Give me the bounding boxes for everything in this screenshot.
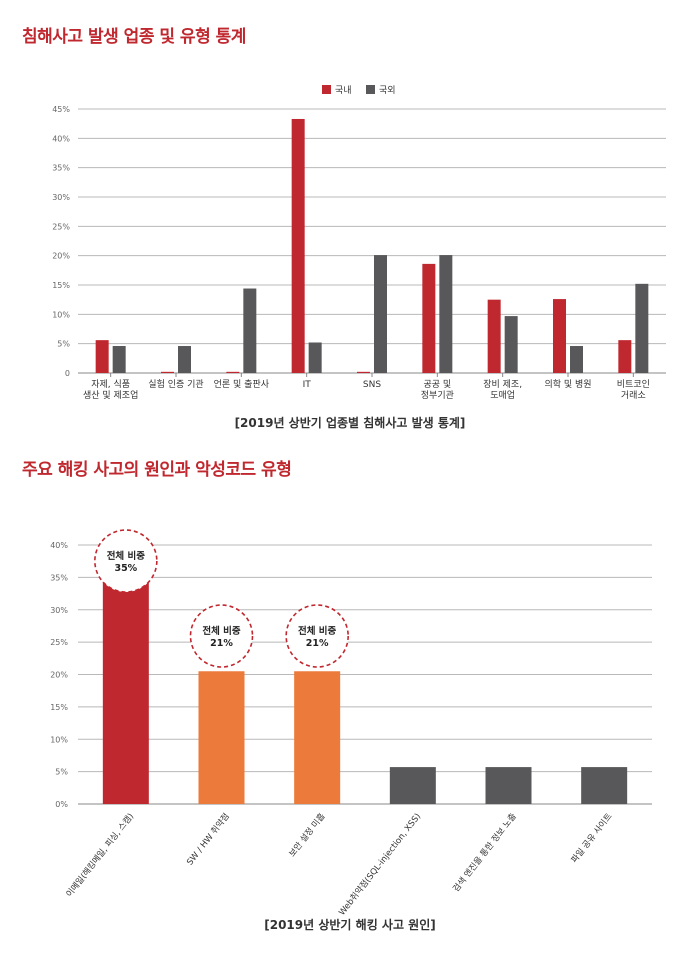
legend-label-domestic: 국내: [335, 85, 352, 96]
x-tick-label: 생산 및 제조업: [83, 389, 138, 401]
bar-domestic: [95, 340, 109, 373]
y-tick-label: 25%: [52, 222, 70, 231]
bar: [485, 767, 532, 804]
bar-domestic: [618, 340, 632, 373]
bar: [102, 577, 149, 804]
x-tick-label: 언론 및 출판사: [214, 378, 270, 390]
y-tick-label: 10%: [50, 735, 68, 744]
bar-domestic: [422, 263, 436, 373]
bar-foreign: [243, 288, 257, 373]
share-annotation-label: 전체 비중: [298, 625, 337, 637]
chart-caption-hacking: [2019년 상반기 해킹 사고 원인]: [264, 918, 436, 932]
x-tick-label: Web취약점(SQL-injection, XSS): [337, 811, 424, 918]
section-title-hacking-causes: 주요 해킹 사고의 원인과 악성코드 유형: [22, 460, 292, 480]
y-tick-label: 40%: [52, 134, 70, 143]
legend-label-foreign: 국외: [379, 84, 396, 96]
x-tick-label: IT: [303, 380, 312, 390]
x-tick-label: 도매업: [490, 390, 515, 401]
x-tick-label: 거래소: [621, 390, 646, 401]
bar-domestic: [357, 371, 370, 373]
bar: [581, 767, 628, 804]
bar: [389, 767, 436, 804]
y-tick-label: 30%: [50, 606, 68, 615]
bar-foreign: [308, 342, 322, 373]
y-tick-label: 20%: [52, 252, 70, 261]
y-tick-label: 35%: [52, 164, 70, 173]
x-tick-label: 이메일(해킹메일, 피싱, 스캠): [64, 811, 136, 899]
y-tick-label: 40%: [50, 541, 68, 550]
share-annotation-circle: [285, 604, 349, 668]
bar-domestic: [553, 299, 566, 373]
bar-domestic: [161, 371, 174, 373]
chart-caption-industry: [2019년 상반기 업종별 침해사고 발생 통계]: [234, 416, 466, 430]
bar-domestic: [291, 118, 305, 374]
share-annotation-circle: [189, 604, 254, 668]
x-tick-label: SW / HW 취약점: [184, 811, 231, 867]
share-annotation-label: 전체 비중: [202, 625, 241, 637]
bar-foreign: [635, 283, 649, 373]
bar: [294, 671, 341, 804]
y-tick-label: 0: [65, 369, 70, 378]
y-tick-label: 10%: [52, 310, 70, 319]
share-annotation-value: 21%: [210, 638, 233, 649]
section-title-industry-stats: 침해사고 발생 업종 및 유형 통계: [22, 27, 246, 47]
x-tick-label: 자제, 식품: [91, 379, 130, 390]
x-tick-label: 실험 인증 기관: [148, 379, 203, 390]
y-tick-label: 30%: [52, 193, 70, 202]
x-tick-label: 파일 공유 사이트: [569, 811, 615, 865]
y-tick-label: 5%: [55, 768, 68, 777]
y-tick-label: 20%: [50, 671, 68, 680]
y-tick-label: 5%: [57, 340, 70, 349]
y-tick-label: 35%: [50, 573, 68, 582]
legend-swatch-foreign: [366, 85, 375, 94]
share-annotation-value: 21%: [306, 638, 329, 649]
y-tick-label: 45%: [52, 105, 70, 114]
x-tick-label: 검색 엔진을 통한 정보 노출: [451, 811, 519, 894]
bar-domestic: [487, 299, 501, 373]
bar-foreign: [570, 346, 583, 373]
y-tick-label: 15%: [50, 703, 68, 712]
share-annotation-label: 전체 비중: [107, 550, 146, 562]
y-tick-label: 25%: [50, 638, 68, 647]
y-tick-label: 15%: [52, 281, 70, 290]
share-annotation-value: 35%: [114, 563, 137, 574]
bar: [198, 671, 245, 804]
legend-swatch-domestic: [322, 85, 331, 94]
x-tick-label: 공공 및: [423, 378, 451, 390]
y-tick-label: 0%: [55, 800, 68, 809]
bar-domestic: [226, 371, 240, 373]
bar-foreign: [504, 316, 518, 373]
bar-foreign: [178, 346, 191, 373]
bar-foreign: [112, 346, 126, 373]
x-tick-label: SNS: [363, 380, 381, 390]
share-annotation-circle: [94, 529, 158, 593]
bar-foreign: [374, 255, 387, 373]
x-tick-label: 비트코인: [617, 379, 650, 390]
bar-foreign: [439, 255, 453, 373]
x-tick-label: 정부기관: [421, 390, 454, 401]
x-tick-label: 보안 설정 미흡: [287, 811, 328, 859]
x-tick-label: 장비 제조,: [483, 379, 522, 390]
x-tick-label: 의학 및 병원: [544, 378, 591, 390]
